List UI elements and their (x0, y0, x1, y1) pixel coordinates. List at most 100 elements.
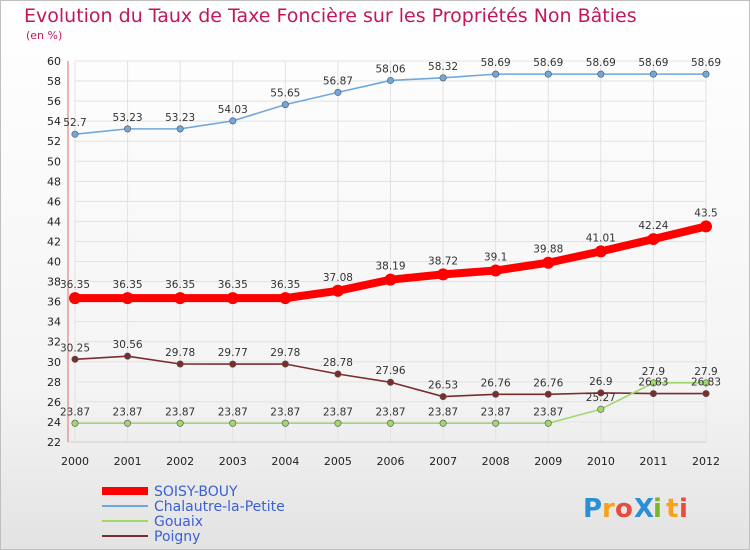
y-tick-label: 36 (47, 296, 61, 309)
y-tick-label: 34 (47, 316, 61, 329)
x-tick-label: 2011 (639, 455, 667, 468)
data-point (649, 70, 657, 78)
series-group (69, 70, 712, 427)
data-point (386, 378, 394, 386)
data-label: 29.78 (270, 347, 300, 359)
data-label: 29.78 (165, 347, 195, 359)
data-label: 30.56 (113, 339, 143, 351)
data-label: 37.08 (323, 272, 353, 284)
data-label: 36.35 (113, 279, 143, 291)
data-point (229, 117, 237, 125)
data-label: 42.24 (638, 220, 668, 232)
data-point (226, 292, 239, 305)
y-tick-label: 60 (47, 55, 61, 68)
legend-label: Gouaix (154, 514, 203, 530)
data-point (489, 264, 502, 277)
data-point (281, 101, 289, 109)
data-label: 54.03 (218, 104, 248, 116)
data-point (439, 419, 447, 427)
data-point (542, 256, 555, 269)
logo-letter: o (615, 494, 633, 524)
data-label: 26.83 (691, 377, 721, 389)
y-tick-label: 22 (47, 436, 61, 449)
data-label: 23.87 (113, 406, 143, 418)
data-point (279, 292, 292, 305)
data-label: 23.87 (533, 406, 563, 418)
data-label: 30.25 (60, 342, 90, 354)
data-label: 36.35 (270, 279, 300, 291)
data-point (229, 419, 237, 427)
data-label: 23.87 (375, 406, 405, 418)
data-point (597, 405, 605, 413)
data-label: 23.87 (481, 406, 511, 418)
data-label: 27.96 (375, 365, 405, 377)
y-tick-label: 58 (47, 75, 61, 88)
data-label: 26.83 (638, 377, 668, 389)
data-label: 58.69 (586, 57, 616, 69)
data-label: 23.87 (323, 406, 353, 418)
data-point (386, 419, 394, 427)
x-tick-label: 2004 (271, 455, 299, 468)
data-point (386, 76, 394, 84)
data-point (124, 419, 132, 427)
data-point (334, 88, 342, 96)
data-label: 53.23 (113, 112, 143, 124)
data-label: 29.77 (218, 347, 248, 359)
data-labels: 36.35 36.35 36.35 36.35 36.35 37.08 38.19 38.72… (60, 57, 721, 418)
y-tick-label: 28 (47, 376, 61, 389)
axes: 22 24 26 28 30 32 34 36 38 40 42 44 46 48 50 52 54 56 58 60… (47, 55, 720, 468)
legend-label: Poigny (154, 529, 200, 545)
y-tick-label: 42 (47, 235, 61, 248)
data-point (492, 419, 500, 427)
x-tick-label: 2002 (166, 455, 194, 468)
data-label: 53.23 (165, 112, 195, 124)
data-point (437, 268, 450, 281)
data-point (334, 419, 342, 427)
x-tick-label: 2003 (219, 455, 247, 468)
data-label: 39.88 (533, 244, 563, 256)
x-tick-label: 2007 (429, 455, 457, 468)
data-label: 58.06 (375, 63, 405, 75)
data-label: 36.35 (60, 279, 90, 291)
data-point (492, 70, 500, 78)
data-point (439, 393, 447, 401)
data-label: 26.9 (589, 376, 612, 388)
data-point (700, 220, 712, 233)
legend-label: Chalautre-la-Petite (154, 499, 285, 515)
x-tick-label: 2009 (534, 455, 562, 468)
data-point (647, 233, 660, 246)
logo-letter: X (634, 494, 654, 524)
data-label: 36.35 (165, 279, 195, 291)
data-point (702, 390, 710, 398)
data-label: 55.65 (270, 88, 300, 100)
x-tick-label: 2005 (324, 455, 352, 468)
data-point (384, 273, 397, 286)
data-label: 58.69 (533, 57, 563, 69)
data-point (544, 70, 552, 78)
data-point (702, 70, 710, 78)
data-point (544, 390, 552, 398)
data-label: 52.7 (63, 117, 86, 129)
data-point (176, 419, 184, 427)
data-label: 26.76 (533, 377, 563, 389)
y-tick-label: 44 (47, 215, 61, 228)
data-label: 28.78 (323, 357, 353, 369)
y-tick-label: 46 (47, 195, 61, 208)
logo-letter: t (666, 494, 678, 524)
data-point (334, 370, 342, 378)
data-point (594, 245, 607, 258)
data-label: 43.5 (694, 207, 717, 219)
data-point (71, 419, 79, 427)
y-tick-label: 48 (47, 175, 61, 188)
x-tick-label: 2012 (692, 455, 720, 468)
data-label: 38.19 (375, 261, 405, 273)
data-point (176, 360, 184, 368)
logo-letter: P (583, 494, 602, 524)
data-point (544, 419, 552, 427)
data-label: 25.27 (586, 392, 616, 404)
data-point (174, 292, 187, 305)
y-tick-label: 38 (47, 276, 61, 289)
data-label: 23.87 (218, 406, 248, 418)
